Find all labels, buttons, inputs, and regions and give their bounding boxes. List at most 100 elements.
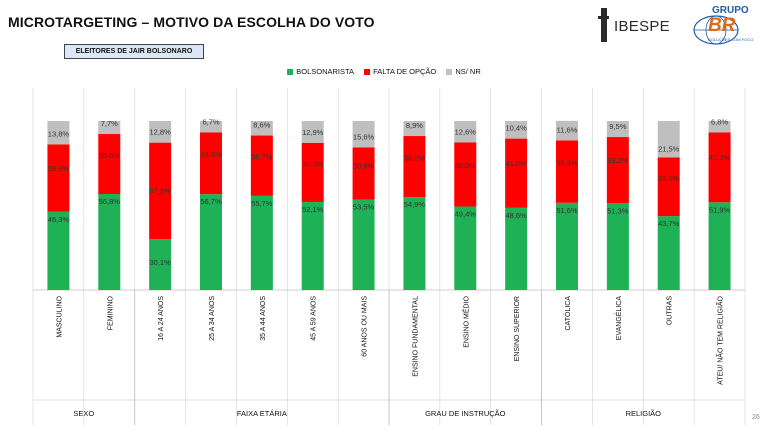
page-number: 26 xyxy=(752,414,760,421)
category-label: 60 ANOS OU MAIS xyxy=(362,296,369,357)
bar-segment xyxy=(149,239,172,290)
bar-segment xyxy=(200,121,222,133)
bar-segment xyxy=(505,121,528,139)
bar-segment xyxy=(149,142,172,240)
data-label: 52,1% xyxy=(302,205,324,214)
category-label: ENSINO SUPERIOR xyxy=(514,296,521,361)
data-label: 48,6% xyxy=(506,211,528,220)
data-label: 57,1% xyxy=(150,186,172,195)
data-label: 9,5% xyxy=(609,122,626,131)
legend-item-nsnr: NS/ NR xyxy=(446,67,481,76)
data-label: 36,9% xyxy=(556,158,578,167)
bar-segment xyxy=(606,203,629,290)
group-label: GRAU DE INSTRUÇÃO xyxy=(425,409,506,418)
category-label: OUTRAS xyxy=(667,296,674,326)
bar-segment xyxy=(301,142,324,202)
legend-swatch-falta xyxy=(364,69,371,75)
chart-subtitle-badge: ELEITORES DE JAIR BOLSONARO xyxy=(64,44,204,59)
bar-segment xyxy=(200,132,222,195)
bar-segment xyxy=(200,194,222,290)
chart-legend: BOLSONARISTA FALTA DE OPÇÃO NS/ NR xyxy=(0,67,768,76)
legend-item-falta: FALTA DE OPÇÃO xyxy=(364,67,436,76)
bar-segment xyxy=(657,216,680,290)
legend-swatch-bolsonarista xyxy=(287,69,294,75)
data-label: 38,0% xyxy=(455,161,477,170)
data-label: 8,6% xyxy=(253,121,270,130)
data-label: 6,7% xyxy=(202,117,219,126)
category-label: ENSINO FUNDAMENTAL xyxy=(412,296,419,377)
data-label: 43,7% xyxy=(658,219,680,228)
bar-segment xyxy=(454,142,477,207)
bar-segment xyxy=(454,206,477,290)
data-label: 55,7% xyxy=(251,199,273,208)
bar-segment xyxy=(47,121,70,145)
grupo-br-logo-sub: SOLUÇÕES COM FOCO xyxy=(708,37,754,42)
bar-segment xyxy=(708,132,731,203)
bar-segment xyxy=(454,121,477,143)
data-label: 53,5% xyxy=(353,203,375,212)
category-label: CATÓLICA xyxy=(563,296,572,331)
category-label: EVANGÉLICA xyxy=(614,296,623,341)
category-label: 25 A 34 ANOS xyxy=(209,296,216,341)
data-label: 39,2% xyxy=(607,156,629,165)
grupo-br-logo-main: BR xyxy=(708,15,736,36)
data-label: 21,5% xyxy=(658,144,680,153)
legend-label-bolsonarista: BOLSONARISTA xyxy=(296,67,355,76)
data-label: 12,9% xyxy=(302,128,324,137)
bar-segment xyxy=(403,136,426,198)
bar-segment xyxy=(250,135,273,196)
bar-segment xyxy=(352,147,375,200)
data-label: 6,8% xyxy=(711,117,728,126)
group-label: FAIXA ETÁRIA xyxy=(237,409,287,418)
bar-segment xyxy=(505,138,528,208)
data-label: 15,6% xyxy=(353,132,375,141)
bar-segment xyxy=(556,120,578,141)
category-label: 16 A 24 ANOS xyxy=(158,296,165,341)
category-label: ATEU/ NÃO TEM RELIGIÃO xyxy=(716,295,725,384)
bar-segment xyxy=(47,211,70,290)
data-label: 30,1% xyxy=(150,258,172,267)
bar-segment xyxy=(556,140,578,203)
page-title: MICROTARGETING – MOTIVO DA ESCOLHA DO VO… xyxy=(8,14,375,30)
data-label: 54,9% xyxy=(404,200,426,209)
group-label: RELIGIÃO xyxy=(626,409,662,418)
bar-segment xyxy=(98,194,121,290)
ibespe-logo-mark xyxy=(601,8,607,42)
legend-label-falta: FALTA DE OPÇÃO xyxy=(373,67,437,76)
bar-segment xyxy=(98,134,121,195)
category-label: MASCULINO xyxy=(56,295,63,337)
data-label: 46,3% xyxy=(48,215,70,224)
bar-segment xyxy=(708,202,731,290)
category-label: ENSINO MÉDIO xyxy=(461,295,470,347)
bar-segment xyxy=(301,201,324,290)
data-label: 36,2% xyxy=(404,153,426,162)
data-label: 7,7% xyxy=(101,119,118,128)
legend-swatch-nsnr xyxy=(446,69,453,75)
legend-item-bolsonarista: BOLSONARISTA xyxy=(287,67,354,76)
bar-segment xyxy=(352,199,375,290)
group-label: SEXO xyxy=(73,409,94,418)
data-label: 10,4% xyxy=(506,124,528,133)
data-label: 8,9% xyxy=(406,121,423,130)
data-label: 51,9% xyxy=(709,205,731,214)
data-label: 51,6% xyxy=(556,206,578,215)
data-label: 12,6% xyxy=(455,127,477,136)
data-label: 35,7% xyxy=(251,153,273,162)
bar-segment xyxy=(505,207,528,290)
data-label: 34,8% xyxy=(658,174,680,183)
legend-label-nsnr: NS/ NR xyxy=(455,67,481,76)
bar-segment xyxy=(657,157,680,217)
bar-segment xyxy=(606,121,629,138)
bar-segment xyxy=(250,121,273,136)
grupo-br-logo-top: GRUPO xyxy=(712,5,749,16)
data-label: 39,9% xyxy=(48,164,70,173)
data-label: 56,8% xyxy=(99,197,121,206)
data-label: 41,0% xyxy=(506,159,528,168)
category-label: 45 A 59 ANOS xyxy=(311,296,318,341)
data-label: 11,6% xyxy=(557,125,578,134)
category-label: FEMININO xyxy=(107,295,114,330)
bar-segment xyxy=(657,121,680,158)
category-label: 35 A 44 ANOS xyxy=(260,296,267,341)
data-label: 35,0% xyxy=(302,160,324,169)
